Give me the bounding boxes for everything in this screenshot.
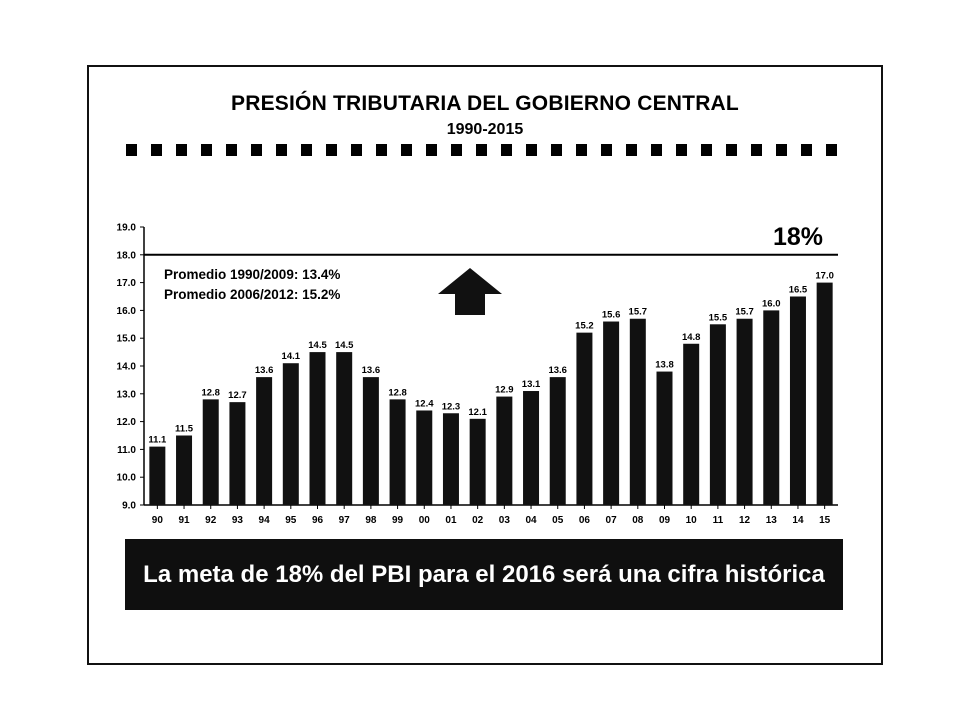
- bar-value-label: 13.6: [255, 365, 274, 376]
- bar-value-label: 13.1: [522, 379, 541, 390]
- bar: [736, 318, 753, 505]
- bar: [816, 282, 833, 505]
- y-tick-label: 10.0: [117, 473, 137, 484]
- bar-value-label: 15.6: [602, 310, 621, 321]
- bar-value-label: 12.1: [468, 407, 487, 418]
- bar: [496, 396, 513, 505]
- bar: [176, 435, 193, 505]
- bar-value-label: 12.3: [442, 401, 461, 412]
- y-tick-label: 18.0: [117, 250, 137, 261]
- x-tick-label: 94: [259, 515, 271, 526]
- x-tick-label: 10: [686, 515, 698, 526]
- bar-value-label: 13.6: [362, 365, 381, 376]
- x-tick-label: 12: [739, 515, 751, 526]
- x-tick-label: 00: [419, 515, 431, 526]
- x-tick-label: 07: [606, 515, 618, 526]
- bar-value-label: 14.1: [282, 351, 301, 362]
- bar-value-label: 13.8: [655, 360, 674, 371]
- average-annotation: Promedio 1990/2009: 13.4%: [164, 267, 340, 282]
- bar-value-label: 15.5: [709, 312, 728, 323]
- bar-value-label: 15.7: [629, 307, 648, 318]
- bar: [763, 310, 780, 505]
- y-tick-label: 9.0: [122, 501, 136, 512]
- bar-value-label: 12.8: [201, 387, 220, 398]
- x-tick-label: 15: [819, 515, 831, 526]
- y-tick-label: 14.0: [117, 362, 137, 373]
- bar: [309, 352, 326, 505]
- x-tick-label: 09: [659, 515, 671, 526]
- y-tick-label: 16.0: [117, 306, 137, 317]
- bar: [656, 371, 673, 505]
- x-tick-label: 95: [285, 515, 297, 526]
- bar: [469, 418, 486, 505]
- x-tick-label: 91: [178, 515, 190, 526]
- average-annotation: Promedio 2006/2012: 15.2%: [164, 287, 340, 302]
- bar: [362, 377, 379, 505]
- bar-value-label: 17.0: [815, 271, 834, 282]
- y-tick-label: 13.0: [117, 389, 137, 400]
- bar: [202, 399, 219, 505]
- bar: [709, 324, 726, 505]
- bar: [576, 332, 593, 505]
- x-tick-label: 03: [499, 515, 511, 526]
- x-tick-label: 98: [365, 515, 377, 526]
- bar-value-label: 14.5: [308, 340, 327, 351]
- bar: [389, 399, 406, 505]
- bar: [683, 343, 700, 505]
- y-tick-label: 19.0: [117, 223, 137, 234]
- banner-text: La meta de 18% del PBI para el 2016 será…: [143, 561, 825, 588]
- reference-line-label: 18%: [773, 223, 823, 251]
- x-tick-label: 97: [339, 515, 351, 526]
- x-tick-label: 90: [152, 515, 164, 526]
- chart-subtitle: 1990-2015: [446, 121, 524, 138]
- y-tick-label: 15.0: [117, 334, 137, 345]
- x-tick-label: 06: [579, 515, 591, 526]
- bar-value-label: 14.5: [335, 340, 354, 351]
- bar: [416, 410, 433, 505]
- x-tick-label: 02: [472, 515, 484, 526]
- bar-value-label: 15.7: [735, 307, 754, 318]
- bar: [229, 402, 246, 505]
- x-tick-label: 13: [766, 515, 778, 526]
- x-tick-label: 14: [792, 515, 804, 526]
- bar: [523, 391, 540, 505]
- bar-value-label: 14.8: [682, 332, 701, 343]
- bar: [256, 377, 273, 505]
- bar: [336, 352, 353, 505]
- x-tick-label: 01: [445, 515, 457, 526]
- x-tick-label: 04: [525, 515, 537, 526]
- up-arrow-icon: [438, 268, 502, 315]
- bar-value-label: 13.6: [548, 365, 567, 376]
- bar-value-label: 11.5: [175, 424, 194, 435]
- bar: [629, 318, 646, 505]
- bar: [442, 413, 459, 505]
- y-tick-label: 11.0: [117, 445, 136, 456]
- bar-value-label: 11.1: [148, 435, 167, 446]
- x-tick-label: 92: [205, 515, 217, 526]
- conclusion-banner: La meta de 18% del PBI para el 2016 será…: [125, 539, 843, 610]
- bar: [149, 446, 166, 505]
- bar: [282, 363, 299, 505]
- bar: [603, 321, 620, 505]
- bar: [549, 377, 566, 505]
- chart-title: PRESIÓN TRIBUTARIA DEL GOBIERNO CENTRAL: [231, 92, 739, 115]
- y-tick-label: 17.0: [117, 278, 137, 289]
- bar-value-label: 12.4: [415, 398, 434, 409]
- x-tick-label: 93: [232, 515, 244, 526]
- bar-value-label: 12.7: [228, 390, 247, 401]
- bar-value-label: 15.2: [575, 321, 594, 332]
- x-tick-label: 96: [312, 515, 324, 526]
- bar: [789, 296, 806, 505]
- bar-value-label: 12.9: [495, 385, 514, 396]
- x-tick-label: 05: [552, 515, 564, 526]
- bar-value-label: 12.8: [388, 387, 407, 398]
- x-tick-label: 11: [713, 515, 724, 526]
- y-tick-label: 12.0: [117, 417, 137, 428]
- bar-value-label: 16.0: [762, 298, 781, 309]
- x-tick-label: 99: [392, 515, 404, 526]
- bar-value-label: 16.5: [789, 285, 808, 296]
- x-tick-label: 08: [632, 515, 644, 526]
